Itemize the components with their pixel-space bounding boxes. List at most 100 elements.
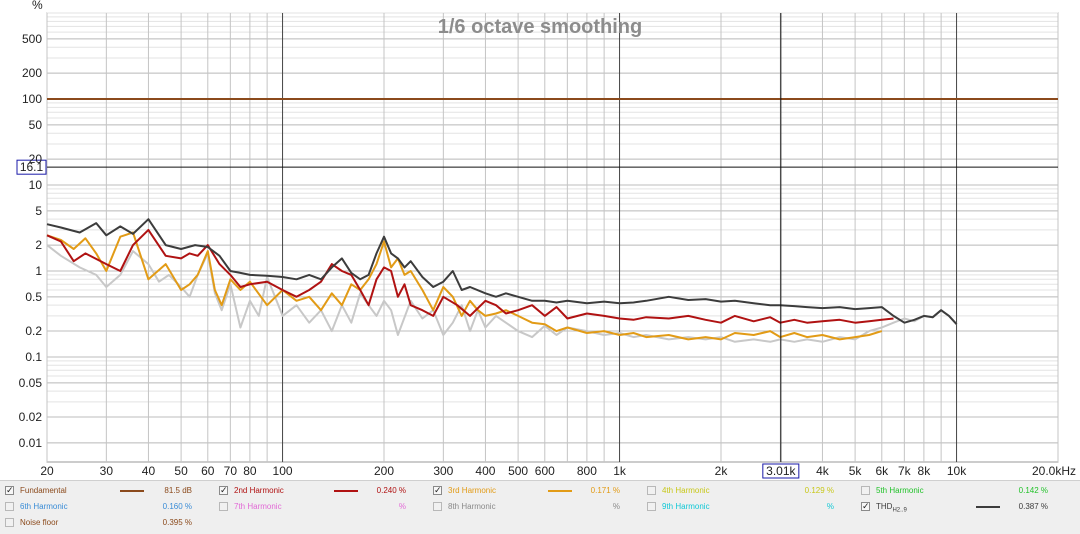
- legend-item-9th-harmonic[interactable]: 9th Harmonic%: [647, 499, 837, 515]
- y-tick-label: 0.2: [25, 324, 42, 338]
- legend-label: 7th Harmonic: [234, 502, 282, 511]
- y-tick-label: 0.05: [19, 376, 43, 390]
- y-tick-label: 50: [29, 118, 43, 132]
- cursor-y-readout-box: [16, 159, 47, 175]
- checkbox-7th-harmonic[interactable]: [219, 502, 228, 511]
- legend-item-fundamental[interactable]: ✓ Fundamental 81.5 dB: [5, 483, 195, 499]
- legend-value: 0.240 %: [376, 486, 406, 495]
- cursor-x-readout-box: [762, 463, 800, 479]
- x-axis-ticks: 20 30 40 50 60 70 80 100 200 300 400 500 600 800 1k 2k 4…: [40, 464, 967, 478]
- legend-item-8th-harmonic[interactable]: 8th Harmonic%: [433, 499, 623, 515]
- legend-value: %: [826, 502, 834, 511]
- legend-line-swatch: [976, 506, 1000, 508]
- legend-label: Fundamental: [20, 486, 67, 495]
- checkbox-thd[interactable]: ✓: [861, 501, 870, 511]
- x-tick-label: 200: [374, 464, 394, 478]
- x-tick-label: 1k: [613, 464, 627, 478]
- cursor[interactable]: 16.1 3.01k: [16, 13, 1058, 479]
- checkbox-5th-harmonic[interactable]: [861, 486, 870, 495]
- x-tick-label: 10k: [947, 464, 967, 478]
- y-tick-label: 20: [29, 152, 43, 166]
- legend-item-4th-harmonic[interactable]: 4th Harmonic 0.129 %: [647, 483, 837, 499]
- legend-line-swatch: [120, 490, 144, 492]
- cursor-y-readout: 16.1: [20, 160, 44, 174]
- y-tick-label: 0.5: [25, 290, 42, 304]
- checkbox-6th-harmonic[interactable]: [5, 502, 14, 511]
- legend-value: 0.129 %: [804, 486, 834, 495]
- legend-label: 8th Harmonic: [448, 502, 496, 511]
- x-tick-label: 600: [535, 464, 555, 478]
- series-line-thd-h2-9: [46, 218, 958, 325]
- legend-item-noise-floor[interactable]: Noise floor 0.395 %: [5, 515, 195, 531]
- x-tick-label: 60: [201, 464, 215, 478]
- legend-item-5th-harmonic[interactable]: 5th Harmonic 0.142 %: [861, 483, 1051, 499]
- legend-value: 0.142 %: [1018, 486, 1048, 495]
- x-tick-label: 70: [224, 464, 238, 478]
- checkbox-3rd-harmonic[interactable]: ✓: [433, 485, 442, 495]
- x-tick-label: 400: [475, 464, 495, 478]
- legend-item-6th-harmonic[interactable]: 6th Harmonic 0.160 %: [5, 499, 195, 515]
- y-tick-label: 100: [22, 92, 42, 106]
- legend-value: 0.171 %: [590, 486, 620, 495]
- y-tick-label: 500: [22, 32, 42, 46]
- checkbox-noise-floor[interactable]: [5, 518, 14, 527]
- legend-label: 2nd Harmonic: [234, 486, 284, 495]
- legend-value: 0.395 %: [162, 518, 192, 527]
- legend-label: Noise floor: [20, 518, 59, 527]
- thd-chart[interactable]: 16.1 3.01k 500 200 100 50 20 10 5 2 1 0.5 0.2 0.1 0.0…: [0, 0, 1080, 480]
- legend-item-7th-harmonic[interactable]: 7th Harmonic%: [219, 499, 409, 515]
- x-tick-label: 30: [100, 464, 114, 478]
- y-axis-ticks: 500 200 100 50 20 10 5 2 1 0.5 0.2 0.1 0.05 0.02 0.01: [19, 32, 43, 450]
- checkbox-9th-harmonic[interactable]: [647, 502, 656, 511]
- legend-label: 3rd Harmonic: [448, 486, 497, 495]
- legend-label: 5th Harmonic: [876, 486, 924, 495]
- grid: [46, 12, 1059, 462]
- x-tick-label: 4k: [816, 464, 830, 478]
- y-tick-label: 5: [35, 204, 42, 218]
- checkbox-2nd-harmonic[interactable]: ✓: [219, 485, 228, 495]
- x-tick-label: 80: [243, 464, 257, 478]
- series-line-2nd-harmonic: [46, 228, 894, 324]
- chart-title: 1/6 octave smoothing: [438, 16, 643, 38]
- y-tick-label: 0.02: [19, 410, 43, 424]
- legend-label: 6th Harmonic: [20, 502, 68, 511]
- checkbox-8th-harmonic[interactable]: [433, 502, 442, 511]
- y-tick-label: 10: [29, 178, 43, 192]
- legend-label: 4th Harmonic: [662, 486, 710, 495]
- legend-value: %: [612, 502, 620, 511]
- legend-item-2nd-harmonic[interactable]: ✓ 2nd Harmonic 0.240 %: [219, 483, 409, 499]
- x-tick-label: 100: [273, 464, 293, 478]
- cursor-x-readout: 3.01k: [766, 464, 796, 478]
- x-tick-label: 300: [433, 464, 453, 478]
- legend-value: 81.5 dB: [164, 486, 192, 495]
- x-tick-label: 50: [174, 464, 188, 478]
- y-tick-label: 1: [35, 264, 42, 278]
- legend-panel: ✓ Fundamental 81.5 dB ✓ 2nd Harmonic 0.240 % ✓…: [0, 480, 1080, 534]
- checkbox-fundamental[interactable]: ✓: [5, 485, 14, 495]
- x-tick-label: 2k: [715, 464, 729, 478]
- series-group: [46, 98, 1058, 343]
- y-tick-label: 0.1: [25, 350, 42, 364]
- x-tick-label: 40: [142, 464, 156, 478]
- y-axis-unit: %: [32, 0, 43, 12]
- x-tick-label: 500: [508, 464, 528, 478]
- legend-line-swatch: [548, 490, 572, 492]
- legend-label: 9th Harmonic: [662, 502, 710, 511]
- legend-item-thd[interactable]: ✓ THDH2..9 0.387 %: [861, 499, 1051, 515]
- legend-line-swatch: [334, 490, 358, 492]
- x-tick-label: 800: [577, 464, 597, 478]
- x-tick-label: 8k: [918, 464, 932, 478]
- y-tick-label: 0.01: [19, 436, 43, 450]
- legend-item-3rd-harmonic[interactable]: ✓ 3rd Harmonic 0.171 %: [433, 483, 623, 499]
- x-tick-label: 5k: [849, 464, 863, 478]
- series-line-3rd-harmonic: [46, 231, 883, 341]
- x-tick-label: 6k: [875, 464, 889, 478]
- legend-value: 0.387 %: [1018, 502, 1048, 511]
- x-tick-label: 7k: [898, 464, 912, 478]
- legend-value: 0.160 %: [162, 502, 192, 511]
- checkbox-4th-harmonic[interactable]: [647, 486, 656, 495]
- y-tick-label: 200: [22, 66, 42, 80]
- legend-value: %: [398, 502, 406, 511]
- plot-background: [46, 12, 1059, 463]
- x-axis-unit: 20.0kHz: [1032, 464, 1076, 478]
